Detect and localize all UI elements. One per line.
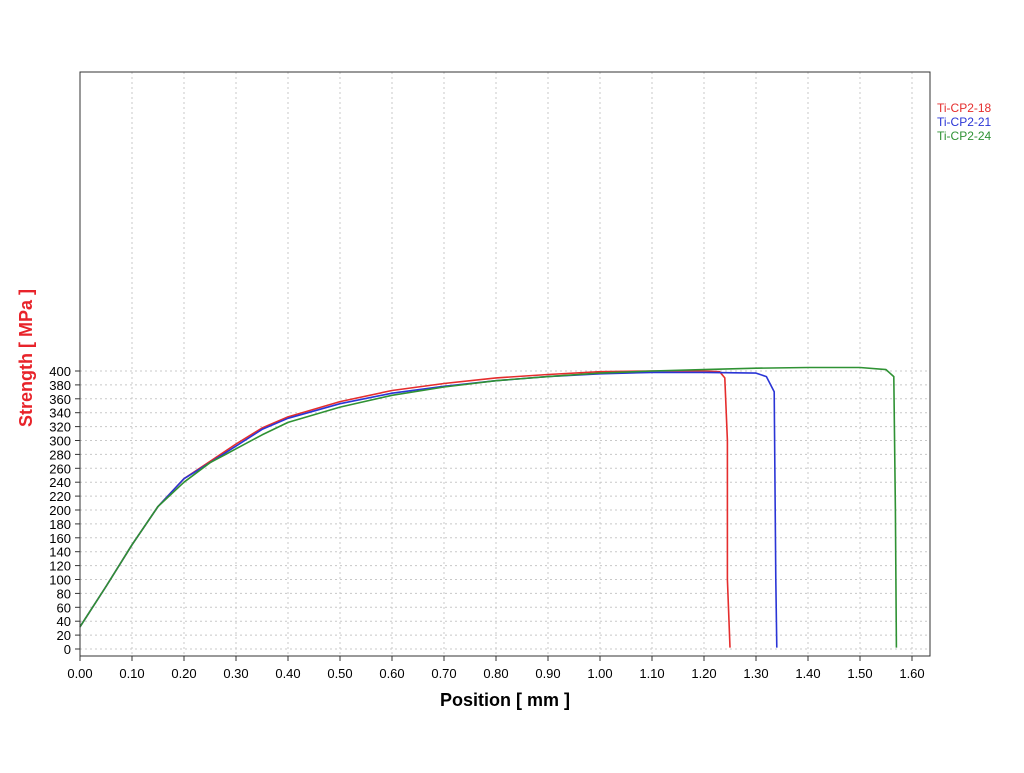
y-tick-label: 80	[57, 586, 71, 601]
y-tick-label: 20	[57, 628, 71, 643]
x-tick-label: 1.20	[691, 666, 716, 681]
y-tick-label: 100	[49, 573, 71, 588]
plot-frame	[79, 71, 931, 657]
y-tick-label: 180	[49, 517, 71, 532]
legend-entry-ti-cp2-24: Ti-CP2-24	[937, 129, 992, 143]
y-tick-label: 40	[57, 614, 71, 629]
x-tick-label: 0.10	[119, 666, 144, 681]
y-tick-label: 380	[49, 378, 71, 393]
x-tick-label: 0.50	[327, 666, 352, 681]
x-tick-label: 1.10	[639, 666, 664, 681]
y-tick-label: 260	[49, 461, 71, 476]
x-tick-label: 1.00	[587, 666, 612, 681]
plot-area	[80, 72, 930, 656]
y-tick-label: 400	[49, 364, 71, 379]
x-tick-label: 0.00	[67, 666, 92, 681]
y-tick-label: 200	[49, 503, 71, 518]
y-tick-label: 300	[49, 434, 71, 449]
x-tick-label: 0.40	[275, 666, 300, 681]
x-tick-label: 0.20	[171, 666, 196, 681]
y-tick-label: 120	[49, 559, 71, 574]
legend-entry-ti-cp2-18: Ti-CP2-18	[937, 101, 992, 115]
y-tick-label: 320	[49, 420, 71, 435]
x-tick-label: 1.30	[743, 666, 768, 681]
y-axis-title: Strength [ MPa ]	[16, 289, 36, 427]
x-tick-label: 0.80	[483, 666, 508, 681]
y-tick-label: 220	[49, 489, 71, 504]
x-axis: 0.00 0.10 0.20 0.30 0.40 0.50 0.60 0.70 0.80 0.90…	[67, 656, 925, 681]
x-tick-label: 0.70	[431, 666, 456, 681]
legend-entry-ti-cp2-21: Ti-CP2-21	[937, 115, 992, 129]
y-axis: 0204060801001201401601802002202402602803…	[49, 364, 80, 657]
series-line-ti-cp2-24	[79, 366, 898, 648]
y-tick-label: 160	[49, 531, 71, 546]
x-axis-title: Position [ mm ]	[440, 690, 570, 710]
y-tick-label: 0	[64, 642, 71, 657]
y-tick-label: 240	[49, 475, 71, 490]
series-layer	[79, 366, 898, 648]
series-line-ti-cp2-21	[79, 371, 778, 648]
x-tick-label: 0.60	[379, 666, 404, 681]
x-tick-label: 1.60	[899, 666, 924, 681]
y-tick-label: 280	[49, 447, 71, 462]
x-tick-label: 1.40	[795, 666, 820, 681]
x-tick-label: 1.50	[847, 666, 872, 681]
x-tick-label: 0.30	[223, 666, 248, 681]
y-tick-label: 140	[49, 545, 71, 560]
y-tick-label: 60	[57, 600, 71, 615]
y-tick-label: 340	[49, 406, 71, 421]
grid	[80, 72, 930, 656]
y-tick-label: 360	[49, 392, 71, 407]
x-tick-label: 0.90	[535, 666, 560, 681]
